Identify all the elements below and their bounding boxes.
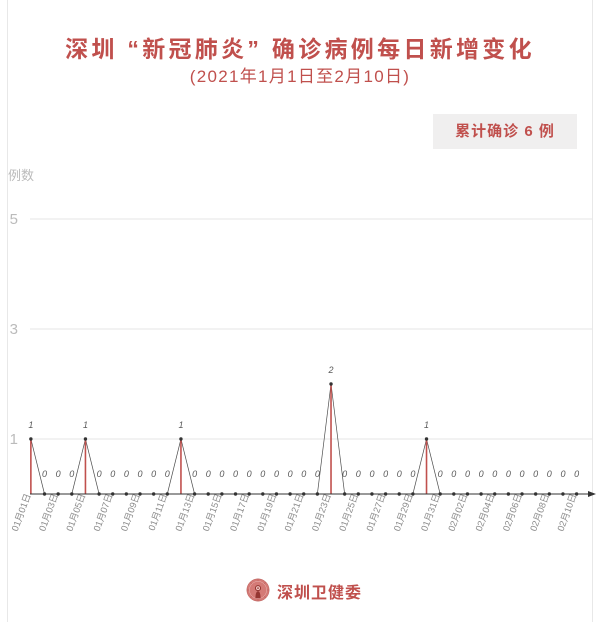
svg-text:0: 0 <box>560 469 565 479</box>
svg-text:0: 0 <box>288 469 293 479</box>
svg-text:3: 3 <box>10 321 18 338</box>
svg-text:0: 0 <box>219 469 224 479</box>
svg-text:01月25日: 01月25日 <box>337 492 360 532</box>
svg-text:1: 1 <box>10 431 18 448</box>
svg-text:01月21日: 01月21日 <box>283 492 306 532</box>
svg-text:1: 1 <box>424 420 429 430</box>
svg-text:0: 0 <box>124 469 129 479</box>
svg-text:01月11日: 01月11日 <box>147 492 170 532</box>
svg-text:01月17日: 01月17日 <box>228 492 251 532</box>
svg-text:0: 0 <box>192 469 197 479</box>
svg-text:0: 0 <box>206 469 211 479</box>
svg-text:0: 0 <box>410 469 415 479</box>
svg-text:01月23日: 01月23日 <box>310 492 333 532</box>
svg-text:0: 0 <box>301 469 306 479</box>
svg-text:01月01日: 01月01日 <box>10 492 33 532</box>
svg-text:0: 0 <box>233 469 238 479</box>
svg-text:0: 0 <box>574 469 579 479</box>
svg-text:02月06日: 02月06日 <box>501 492 524 532</box>
svg-text:0: 0 <box>397 469 402 479</box>
svg-text:例数: 例数 <box>8 168 34 183</box>
svg-text:1: 1 <box>178 420 183 430</box>
svg-text:01月13日: 01月13日 <box>174 492 197 532</box>
svg-text:0: 0 <box>97 469 102 479</box>
svg-text:0: 0 <box>356 469 361 479</box>
svg-text:01月03日: 01月03日 <box>37 492 60 532</box>
svg-text:02月08日: 02月08日 <box>528 492 551 532</box>
svg-text:01月27日: 01月27日 <box>365 492 388 532</box>
svg-text:2: 2 <box>328 365 334 375</box>
svg-text:0: 0 <box>438 469 443 479</box>
svg-text:0: 0 <box>274 469 279 479</box>
svg-text:0: 0 <box>165 469 170 479</box>
svg-text:0: 0 <box>56 469 61 479</box>
svg-text:0: 0 <box>451 469 456 479</box>
svg-text:01月31日: 01月31日 <box>419 492 442 532</box>
svg-text:0: 0 <box>479 469 484 479</box>
svg-text:01月15日: 01月15日 <box>201 492 224 532</box>
svg-text:0: 0 <box>260 469 265 479</box>
svg-text:0: 0 <box>383 469 388 479</box>
svg-text:0: 0 <box>42 469 47 479</box>
svg-text:0: 0 <box>247 469 252 479</box>
svg-text:0: 0 <box>342 469 347 479</box>
svg-text:0: 0 <box>369 469 374 479</box>
svg-text:0: 0 <box>547 469 552 479</box>
svg-text:0: 0 <box>69 469 74 479</box>
svg-text:0: 0 <box>138 469 143 479</box>
svg-text:0: 0 <box>520 469 525 479</box>
svg-text:0: 0 <box>506 469 511 479</box>
svg-text:02月10日: 02月10日 <box>556 492 579 532</box>
svg-text:01月19日: 01月19日 <box>255 492 278 532</box>
svg-text:01月05日: 01月05日 <box>64 492 87 532</box>
svg-text:01月07日: 01月07日 <box>92 492 115 532</box>
svg-text:0: 0 <box>151 469 156 479</box>
svg-text:01月09日: 01月09日 <box>119 492 142 532</box>
svg-text:0: 0 <box>315 469 320 479</box>
svg-text:1: 1 <box>83 420 88 430</box>
svg-text:02月02日: 02月02日 <box>446 492 469 532</box>
svg-text:02月04日: 02月04日 <box>474 492 497 532</box>
svg-text:1: 1 <box>28 420 33 430</box>
svg-text:01月29日: 01月29日 <box>392 492 415 532</box>
svg-text:5: 5 <box>10 211 18 228</box>
svg-text:0: 0 <box>465 469 470 479</box>
svg-text:0: 0 <box>492 469 497 479</box>
svg-text:0: 0 <box>110 469 115 479</box>
svg-text:0: 0 <box>533 469 538 479</box>
